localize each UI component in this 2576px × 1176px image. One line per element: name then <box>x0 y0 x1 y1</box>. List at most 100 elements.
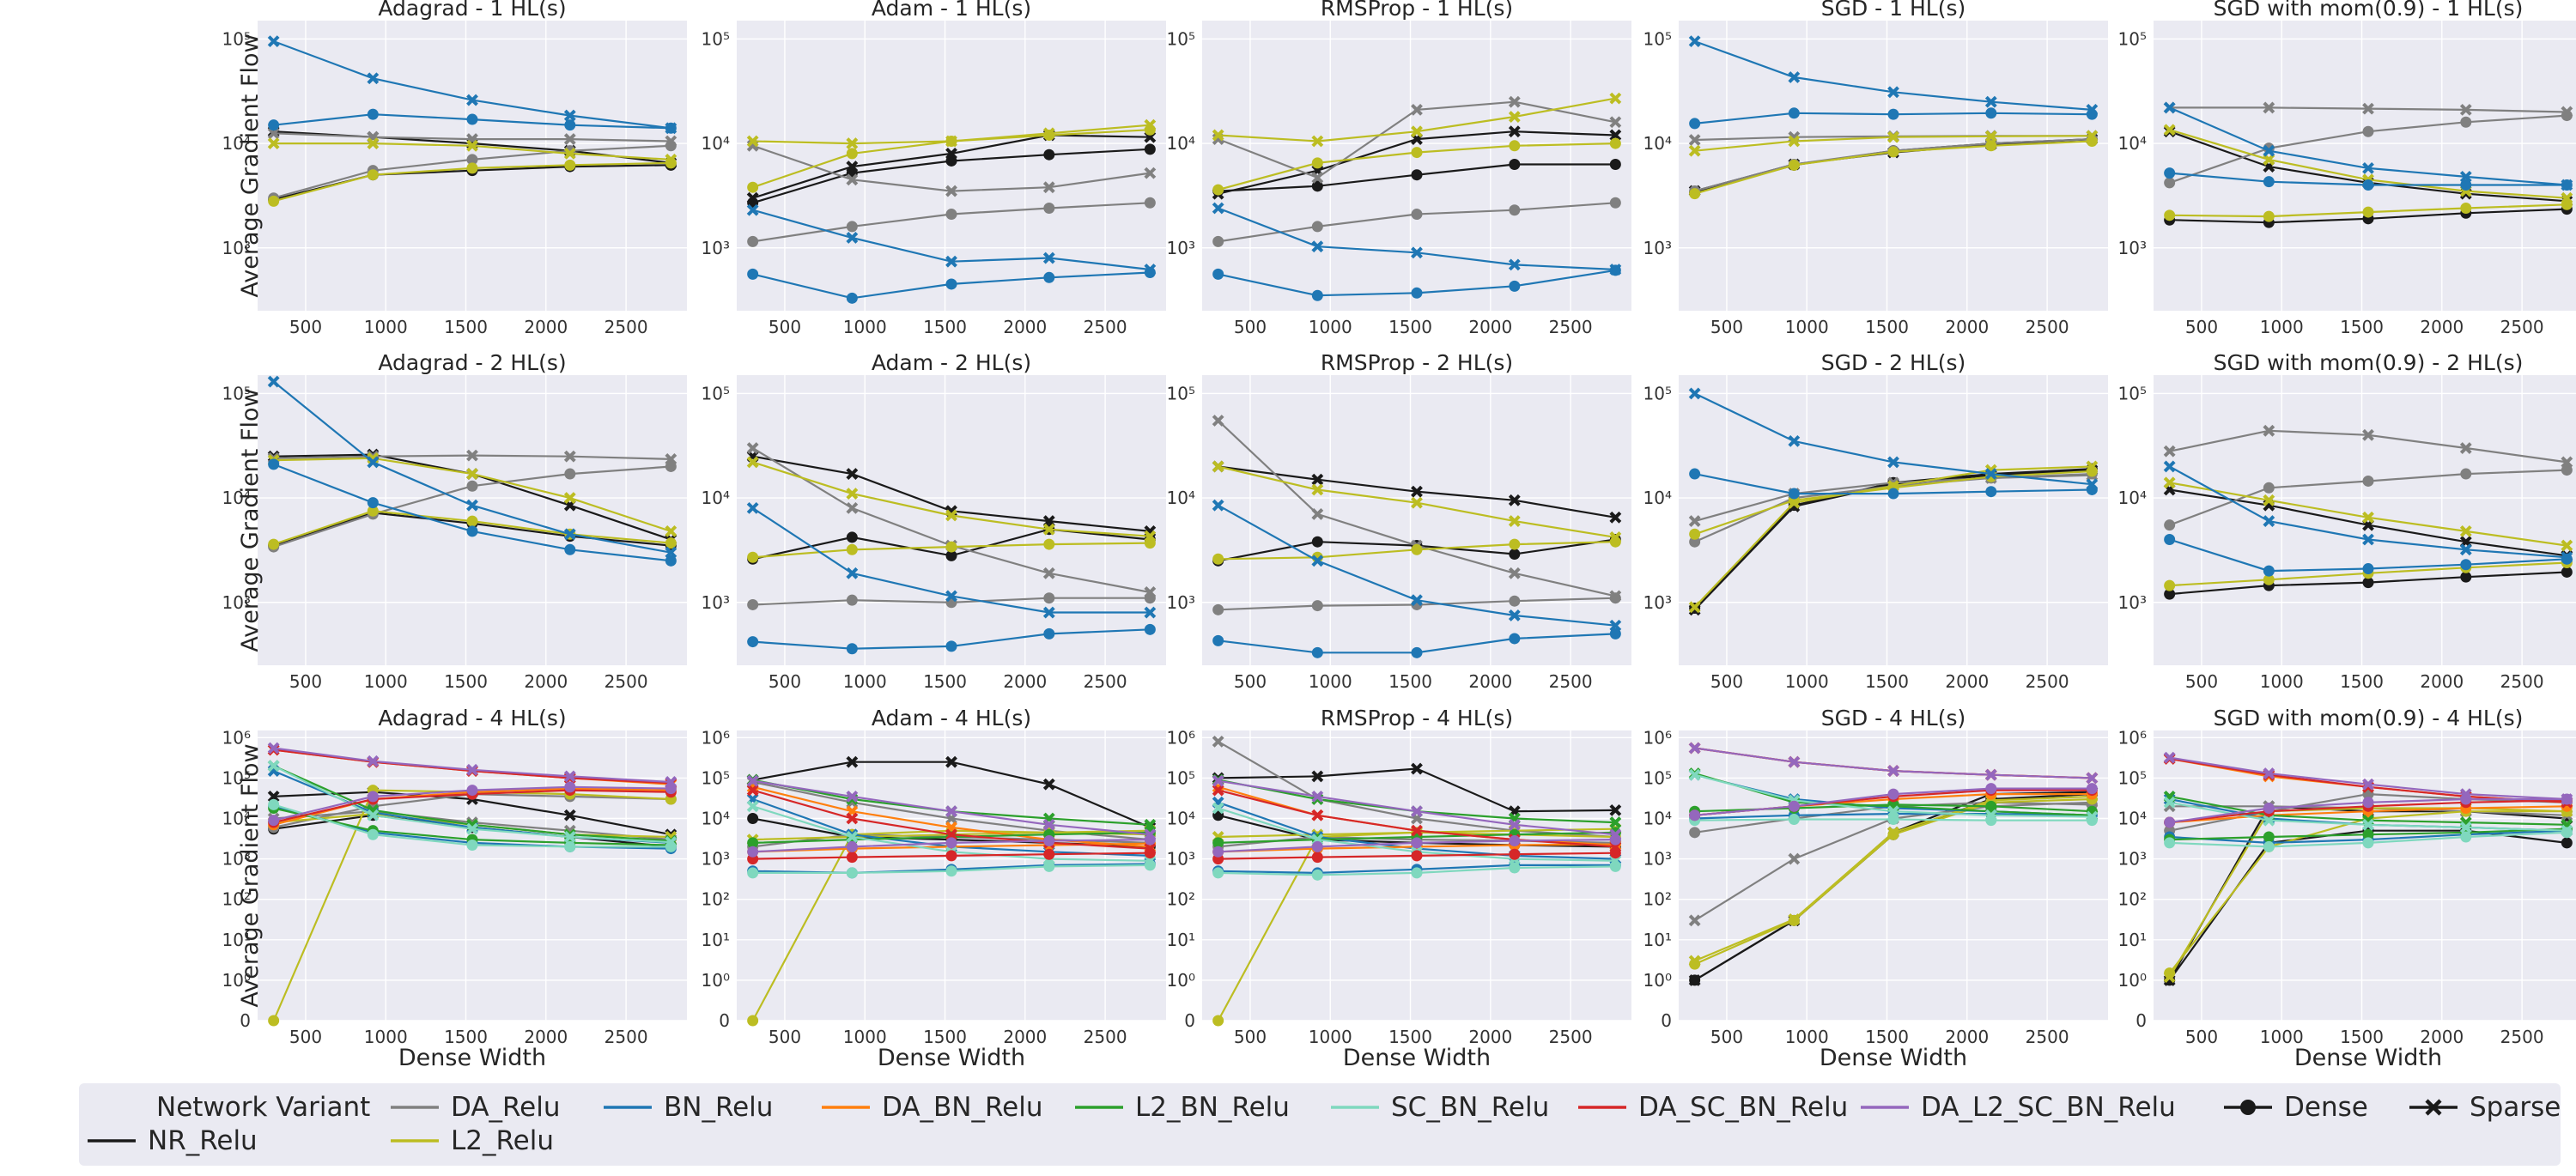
sparse-point <box>665 524 677 537</box>
x-tick-label: 2500 <box>605 317 648 337</box>
plot-area <box>2154 730 2576 1021</box>
x-tick-label: 2000 <box>2420 317 2464 337</box>
sparse-point <box>1609 129 1622 142</box>
legend-label: DA_SC_BN_Relu <box>1638 1092 1848 1123</box>
dense-point <box>466 785 478 797</box>
sparse-point <box>665 776 677 788</box>
series-sc-bn-relu-sparse <box>267 760 677 848</box>
series-da-l2-sc-bn-relu-sparse <box>267 742 677 788</box>
x-tick-label: 1500 <box>923 317 967 337</box>
y-tick-label: 10³ <box>2118 592 2147 613</box>
series-l2-relu-dense <box>268 157 677 207</box>
sparse-point <box>846 501 859 514</box>
dense-point <box>1311 289 1323 301</box>
y-tick-label: 0 <box>719 1010 730 1031</box>
dense-point <box>466 162 478 174</box>
x-axis-label: Dense Width <box>2294 1045 2442 1071</box>
sparse-point <box>665 453 677 465</box>
subplot-title: Adam - 4 HL(s) <box>872 706 1031 730</box>
dense-point <box>367 828 379 840</box>
x-tick-label: 1000 <box>364 1027 408 1047</box>
sparse-point <box>2086 810 2099 823</box>
series-da-l2-sc-bn-relu-sparse <box>746 774 1157 841</box>
y-tick-label: 10³ <box>1643 238 1672 258</box>
dense-point <box>1985 140 1997 152</box>
dense-point <box>1043 627 1055 640</box>
sparse-point <box>1042 818 1055 831</box>
x-tick-label: 2000 <box>2420 1027 2464 1047</box>
subplot-adam-2-hl-s: 500 1000 1500 2000 2500 10³ 10⁴ 10⁵ Adam - 2 HL(… <box>702 350 1166 692</box>
dense-point <box>564 840 576 852</box>
sparse-point <box>1411 496 1423 509</box>
y-tick-label: 10⁶ <box>1167 727 1195 748</box>
dense-point <box>1411 209 1423 221</box>
sparse-point <box>1508 125 1521 138</box>
sparse-point <box>1212 499 1224 512</box>
dense-point <box>1689 528 1701 540</box>
y-tick-label: 10⁵ <box>222 767 251 788</box>
sparse-point <box>2163 124 2176 136</box>
sparse-point <box>1212 802 1224 815</box>
dense-point <box>945 278 957 290</box>
series-bn-relu-sparse <box>1688 387 2099 491</box>
sparse-point <box>1508 494 1521 506</box>
dense-point <box>846 543 858 555</box>
x-tick-label: 1500 <box>923 671 967 692</box>
dense-point <box>1311 221 1323 233</box>
sparse-point <box>1311 172 1324 184</box>
sparse-point <box>1688 603 1701 616</box>
sparse-point <box>2086 478 2099 491</box>
sparse-point <box>746 774 759 787</box>
series-l2-relu-sparse <box>1212 460 1622 543</box>
x-tick-label: 500 <box>289 1027 322 1047</box>
sparse-point <box>1984 809 1997 821</box>
dense-point <box>945 865 957 877</box>
y-tick-label: 10⁵ <box>2118 383 2147 403</box>
dense-point <box>268 815 280 827</box>
y-tick-label: 10⁰ <box>2118 970 2147 991</box>
sparse-point <box>2163 101 2176 114</box>
sparse-point <box>563 770 576 783</box>
dense-point <box>367 791 379 803</box>
dense-point <box>268 195 280 207</box>
dense-point <box>1144 143 1156 155</box>
y-tick-label: 10⁴ <box>702 133 730 154</box>
sparse-point <box>1688 955 1701 967</box>
sparse-point <box>2561 793 2573 805</box>
dense-point <box>747 181 759 193</box>
dense-point <box>2362 475 2374 487</box>
x-tick-label: 1000 <box>843 1027 887 1047</box>
sparse-point <box>1212 774 1224 787</box>
dense-point <box>1887 788 1899 800</box>
dense-point <box>1411 287 1423 299</box>
series-l2-relu-dense <box>1212 137 1621 196</box>
dense-point <box>2263 840 2275 852</box>
subplot-title: Adagrad - 1 HL(s) <box>378 0 566 21</box>
sparse-point <box>1788 135 1801 148</box>
subplot-title: RMSProp - 1 HL(s) <box>1321 0 1513 21</box>
sparse-point <box>1411 103 1423 116</box>
series-bn-relu-sparse <box>2163 101 2573 191</box>
sparse-point <box>945 828 957 841</box>
dense-point <box>367 108 379 120</box>
legend-label: NR_Relu <box>148 1125 258 1156</box>
y-tick-label: 10² <box>1643 889 1672 910</box>
dense-point <box>2263 565 2275 577</box>
dense-point <box>747 598 759 610</box>
x-tick-label: 2500 <box>2500 1027 2544 1047</box>
dense-point <box>2362 179 2374 191</box>
sparse-point <box>1212 460 1224 473</box>
sparse-point <box>746 203 759 216</box>
y-tick-label: 10⁴ <box>222 133 251 154</box>
dense-point <box>1609 627 1621 640</box>
subplot-title: Adam - 1 HL(s) <box>872 0 1031 21</box>
dense-point <box>1212 837 1224 849</box>
sparse-point <box>1887 805 1899 818</box>
x-tick-label: 2000 <box>1945 671 1989 692</box>
dense-point <box>2263 573 2275 585</box>
sparse-point <box>2263 767 2275 779</box>
sparse-point <box>2362 428 2374 441</box>
dense-point <box>564 119 576 131</box>
dense-point <box>2164 209 2176 221</box>
